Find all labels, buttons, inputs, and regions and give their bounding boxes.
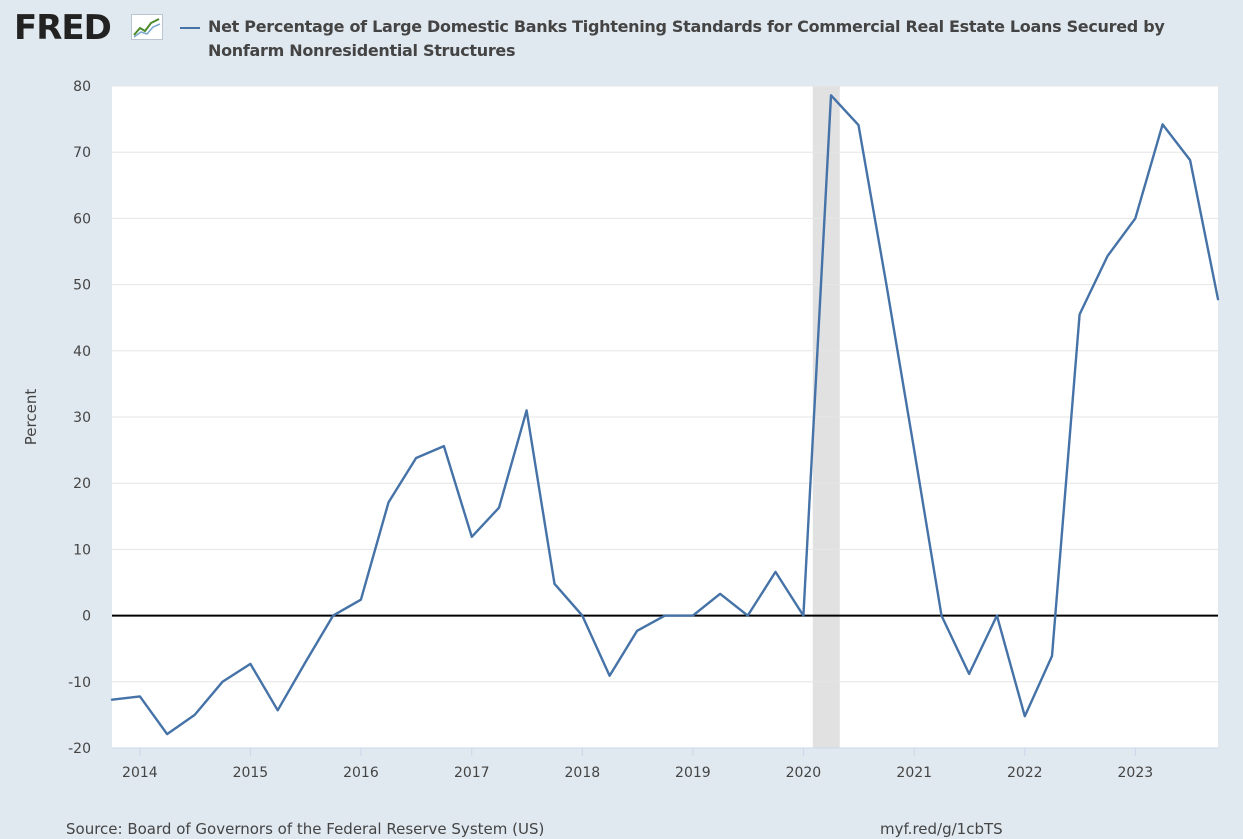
data-point[interactable] [247,661,253,667]
data-point[interactable] [441,443,447,449]
y-tick-label: 10 [73,542,91,558]
data-point[interactable] [1022,713,1028,719]
data-point[interactable] [358,597,364,603]
x-tick-label: 2017 [454,765,490,781]
y-tick-label: 0 [82,609,91,625]
x-tick-label: 2020 [786,765,822,781]
data-point[interactable] [302,660,308,666]
data-point[interactable] [911,447,917,453]
data-point[interactable] [1077,311,1083,317]
series-line [110,94,1220,736]
data-point[interactable] [1187,157,1193,163]
data-point[interactable] [939,613,945,619]
x-tick-label: 2022 [1007,765,1043,781]
data-point[interactable] [690,613,696,619]
fred-graph-icon [131,14,163,40]
x-tick-label: 2016 [343,765,379,781]
x-tick-label: 2014 [122,765,158,781]
x-tick-label: 2015 [233,765,269,781]
data-point[interactable] [109,697,115,703]
x-tick-label: 2021 [896,765,932,781]
data-point[interactable] [1160,121,1166,127]
data-point[interactable] [275,707,281,713]
data-point[interactable] [330,613,336,619]
y-tick-label: 30 [73,410,91,426]
short-link[interactable]: myf.red/g/1cbTS [880,820,1003,838]
y-tick-label: -10 [68,675,91,691]
data-point[interactable] [773,569,779,575]
fred-logo[interactable]: FRED [14,8,112,48]
data-point[interactable] [469,534,475,540]
data-point[interactable] [164,731,170,737]
data-point[interactable] [137,693,143,699]
y-tick-label: 50 [73,278,91,294]
x-tick-label: 2023 [1118,765,1154,781]
chart-header: FRED Net Percentage of Large Domestic Ba… [0,0,1243,80]
data-point[interactable] [634,628,640,634]
data-point[interactable] [1215,296,1221,302]
source-note: Source: Board of Governors of the Federa… [66,820,545,838]
x-tick-label: 2019 [675,765,711,781]
data-point[interactable] [192,712,198,718]
data-point[interactable] [828,92,834,98]
data-point[interactable] [386,499,392,505]
data-point[interactable] [1049,653,1055,659]
data-point[interactable] [579,613,585,619]
y-tick-label: 20 [73,476,91,492]
data-point[interactable] [607,673,613,679]
data-point[interactable] [662,613,668,619]
data-point[interactable] [856,122,862,128]
data-point[interactable] [994,613,1000,619]
data-point[interactable] [1132,215,1138,221]
data-point[interactable] [524,407,530,413]
data-point[interactable] [220,679,226,685]
data-point[interactable] [966,671,972,677]
y-tick-label: 40 [73,344,91,360]
data-point[interactable] [413,455,419,461]
x-tick-label: 2018 [565,765,601,781]
data-point[interactable] [745,613,751,619]
data-point[interactable] [883,282,889,288]
y-axis-label: Percent [22,389,40,446]
data-point[interactable] [1104,253,1110,259]
y-tick-label: 60 [73,211,91,227]
data-point[interactable] [800,613,806,619]
data-point[interactable] [496,505,502,511]
data-point[interactable] [551,581,557,587]
legend-swatch [180,27,200,29]
chart-title: Net Percentage of Large Domestic Banks T… [208,17,1165,60]
y-tick-label: 70 [73,145,91,161]
y-tick-label: -20 [68,741,91,757]
y-tick-label: 80 [73,79,91,95]
data-point[interactable] [717,591,723,597]
